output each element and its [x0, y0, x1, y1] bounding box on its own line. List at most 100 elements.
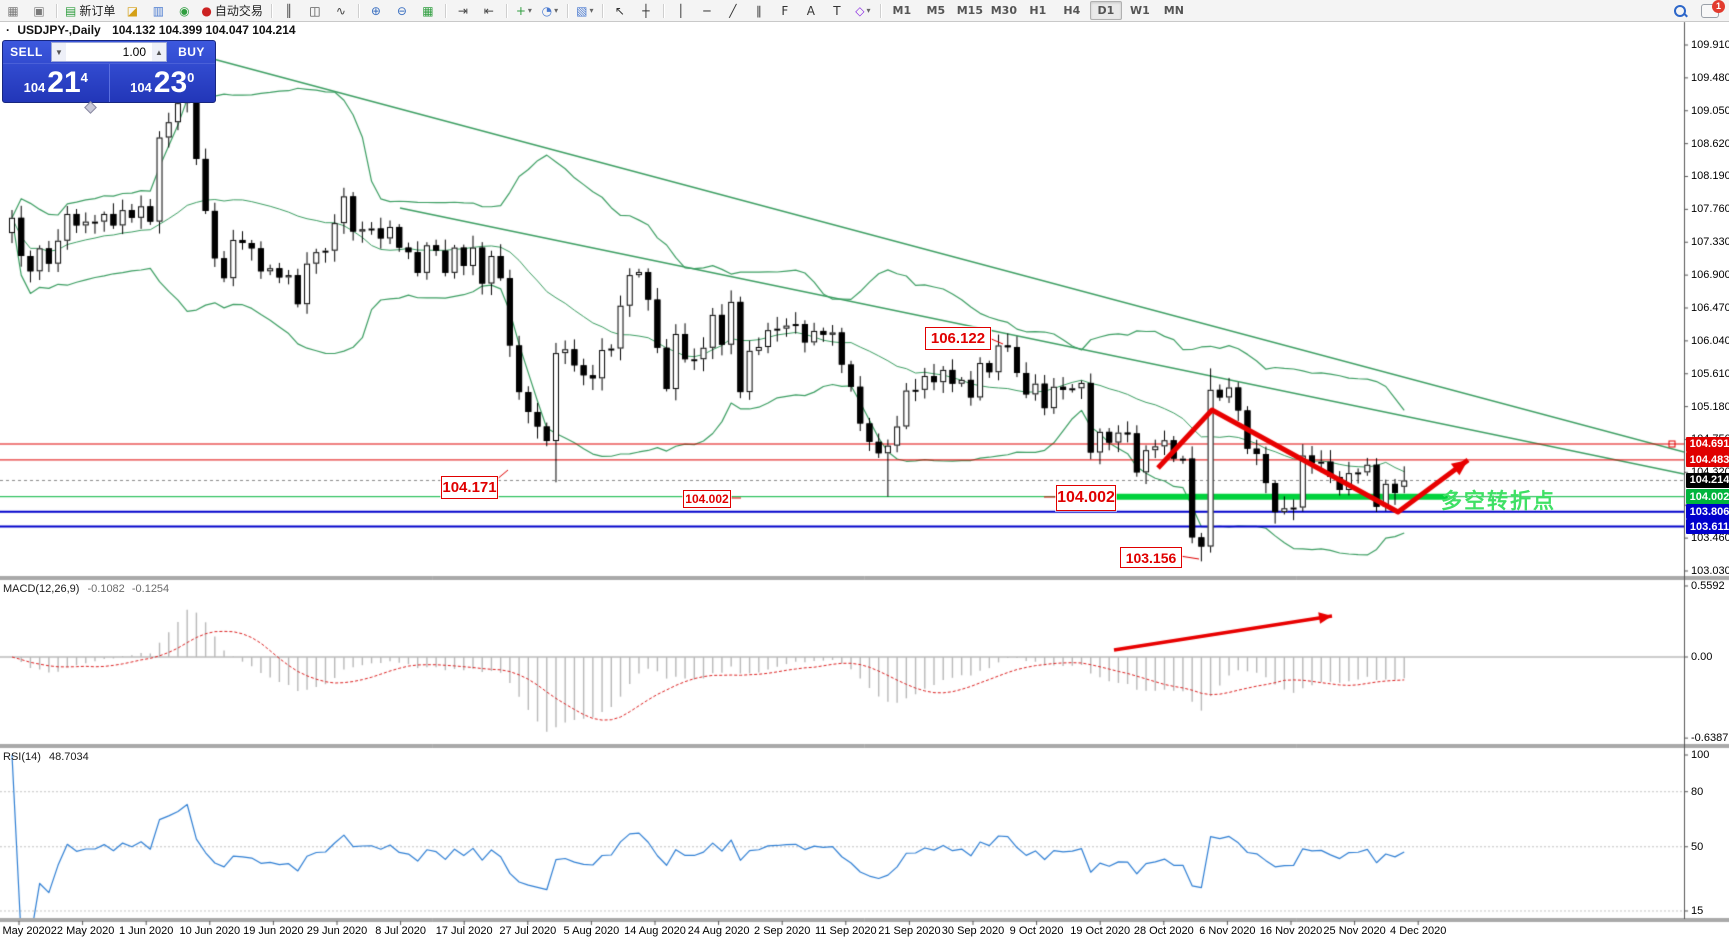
- history-tool-icon[interactable]: ◪: [120, 1, 144, 20]
- signals-icon[interactable]: ◉: [172, 1, 196, 20]
- timeframe-mn[interactable]: MN: [1163, 4, 1184, 17]
- macd-main-value: -0.1082: [87, 583, 125, 595]
- sell-price-button[interactable]: 104 21 4: [3, 64, 110, 102]
- price-annotation-tag[interactable]: 103.156: [1120, 547, 1182, 568]
- arrows-tool[interactable]: ◇ ▾: [851, 1, 875, 20]
- price-axis-tick: 103.030: [1691, 564, 1729, 577]
- search-icon[interactable]: [1673, 4, 1688, 18]
- toolbar-separator: [879, 3, 881, 18]
- date-axis-label: 24 Aug 2020: [687, 925, 750, 937]
- price-level-label: 103.611: [1686, 519, 1729, 535]
- zoom-box-icon[interactable]: ▣: [27, 1, 51, 20]
- date-axis-label: 19 Jun 2020: [243, 925, 304, 937]
- signals-icon-glyph: ◉: [179, 3, 190, 18]
- zoom-in-icon-glyph: ⊕: [370, 3, 381, 18]
- toolbar-separator: [505, 3, 507, 18]
- timeframe-m15[interactable]: M15: [956, 4, 983, 17]
- buy-button[interactable]: BUY: [178, 45, 205, 59]
- crosshair-tool[interactable]: ┼: [634, 1, 658, 20]
- candlestick-chart-icon[interactable]: ◫: [303, 1, 327, 20]
- price-axis-tick: 107.330: [1691, 236, 1729, 249]
- channel-tool[interactable]: ∥: [747, 1, 771, 20]
- date-axis-label: 25 Nov 2020: [1323, 925, 1386, 937]
- fibonacci-tool[interactable]: F: [773, 1, 797, 20]
- price-axis-tick: 108.190: [1691, 170, 1729, 183]
- date-axis-label: 4 Dec 2020: [1390, 925, 1447, 937]
- timeframe-w1[interactable]: W1: [1129, 4, 1150, 17]
- date-axis-label: 28 Oct 2020: [1133, 925, 1194, 937]
- price-annotation-tag[interactable]: 104.171: [441, 476, 498, 499]
- vertical-line-tool[interactable]: │: [669, 1, 693, 20]
- indicators-glyph: +: [515, 3, 526, 18]
- timeframe-h1[interactable]: H1: [1029, 4, 1047, 17]
- buy-price-button[interactable]: 104 23 0: [110, 64, 216, 102]
- autotrading-button-label: 自动交易: [214, 4, 263, 18]
- volume-decrease-button[interactable]: ▼: [52, 43, 66, 61]
- buy-price-prefix: 104: [130, 79, 152, 95]
- macd-axis-tick: 0.5592: [1691, 579, 1725, 592]
- indicators-button[interactable]: + ▾: [512, 1, 536, 20]
- volume-value[interactable]: 1.00: [122, 45, 146, 59]
- terminal-window-icon[interactable]: ▥: [146, 1, 170, 20]
- price-axis-tick: 108.620: [1691, 137, 1729, 150]
- horizontal-line-tool[interactable]: ─: [695, 1, 719, 20]
- cursor-tool[interactable]: ↖: [608, 1, 632, 20]
- tile-windows-icon-glyph: ▦: [422, 3, 434, 18]
- price-annotation-tag[interactable]: 104.002: [1056, 485, 1116, 511]
- dropdown-caret-icon: ▾: [554, 6, 559, 15]
- timeframe-m30[interactable]: M30: [990, 4, 1017, 17]
- autotrading-glyph: ●: [201, 3, 212, 18]
- volume-input[interactable]: ▼ 1.00 ▲: [51, 42, 167, 62]
- price-axis-tick: 106.040: [1691, 334, 1729, 347]
- macd-signal-value: -0.1254: [131, 583, 170, 595]
- timeframe-d1[interactable]: D1: [1089, 1, 1122, 20]
- trendline-tool[interactable]: ╱: [721, 1, 745, 20]
- date-axis-label: 27 Jul 2020: [499, 925, 557, 937]
- chart-window-icon-glyph: ▦: [7, 3, 19, 18]
- new-order-button[interactable]: ▤ 新订单: [62, 1, 118, 20]
- price-level-label: 104.214: [1686, 472, 1729, 488]
- date-axis-label: 6 Nov 2020: [1199, 925, 1256, 937]
- date-axis-label: 30 Sep 2020: [941, 925, 1005, 937]
- macd-axis-tick: 0.00: [1691, 651, 1713, 663]
- toolbar-separator: [444, 3, 446, 18]
- rsi-axis-tick: 50: [1691, 840, 1704, 853]
- sell-price-prefix: 104: [23, 79, 46, 95]
- chart-window-icon[interactable]: ▦: [1, 1, 25, 20]
- templates-button[interactable]: ▧ ▾: [573, 1, 597, 20]
- line-chart-icon[interactable]: ∿: [329, 1, 353, 20]
- autotrading-button[interactable]: ● 自动交易: [198, 1, 266, 20]
- price-annotation-tag[interactable]: 104.002: [683, 490, 731, 508]
- bar-chart-icon[interactable]: ║: [277, 1, 301, 20]
- turning-point-note[interactable]: 多空转折点: [1441, 489, 1556, 513]
- timeframe-m5[interactable]: M5: [926, 4, 946, 17]
- tile-windows-icon[interactable]: ▦: [416, 1, 440, 20]
- notifications-icon[interactable]: 1: [1701, 0, 1725, 18]
- sell-button[interactable]: SELL: [10, 45, 43, 59]
- text-tool[interactable]: A: [799, 1, 823, 20]
- toolbar-separator: [662, 3, 664, 18]
- history-tool-icon-glyph: ◪: [126, 3, 139, 18]
- volume-increase-button[interactable]: ▲: [152, 43, 166, 61]
- price-axis-tick: 105.610: [1691, 367, 1729, 380]
- main-toolbar: ▦ ▣ ▤ 新订单 ◪ ▥ ◉ ● 自动交易 ║ ◫ ∿ ⊕ ⊖ ▦ ⇥ ⇤ + ▾ ◔ ▾ ▧ ▾ ↖ ┼ │ ─ ╱ ∥ F A T ◇ ▾ M…: [0, 0, 1729, 22]
- zoom-in-icon[interactable]: ⊕: [364, 1, 388, 20]
- chart-shift-icon[interactable]: ⇥: [451, 1, 475, 20]
- horizontal-line-glyph: ─: [703, 3, 711, 18]
- date-axis-label: 29 Jun 2020: [306, 925, 368, 937]
- zoom-box-icon-glyph: ▣: [33, 3, 45, 18]
- timeframe-h4[interactable]: H4: [1063, 4, 1081, 17]
- price-annotation-tag[interactable]: 106.122: [925, 327, 991, 350]
- auto-scroll-icon[interactable]: ⇤: [477, 1, 501, 20]
- toolbar-separator: [601, 3, 603, 18]
- timeframe-m1[interactable]: M1: [892, 4, 912, 17]
- price-axis-tick: 107.760: [1691, 203, 1729, 216]
- rsi-axis-tick: 15: [1691, 904, 1704, 917]
- label-tool[interactable]: T: [825, 1, 849, 20]
- zoom-out-icon[interactable]: ⊖: [390, 1, 414, 20]
- date-axis-label: 17 Jul 2020: [435, 925, 493, 937]
- date-axis-label: 13 May 2020: [0, 925, 51, 937]
- periods-button[interactable]: ◔ ▾: [538, 1, 562, 20]
